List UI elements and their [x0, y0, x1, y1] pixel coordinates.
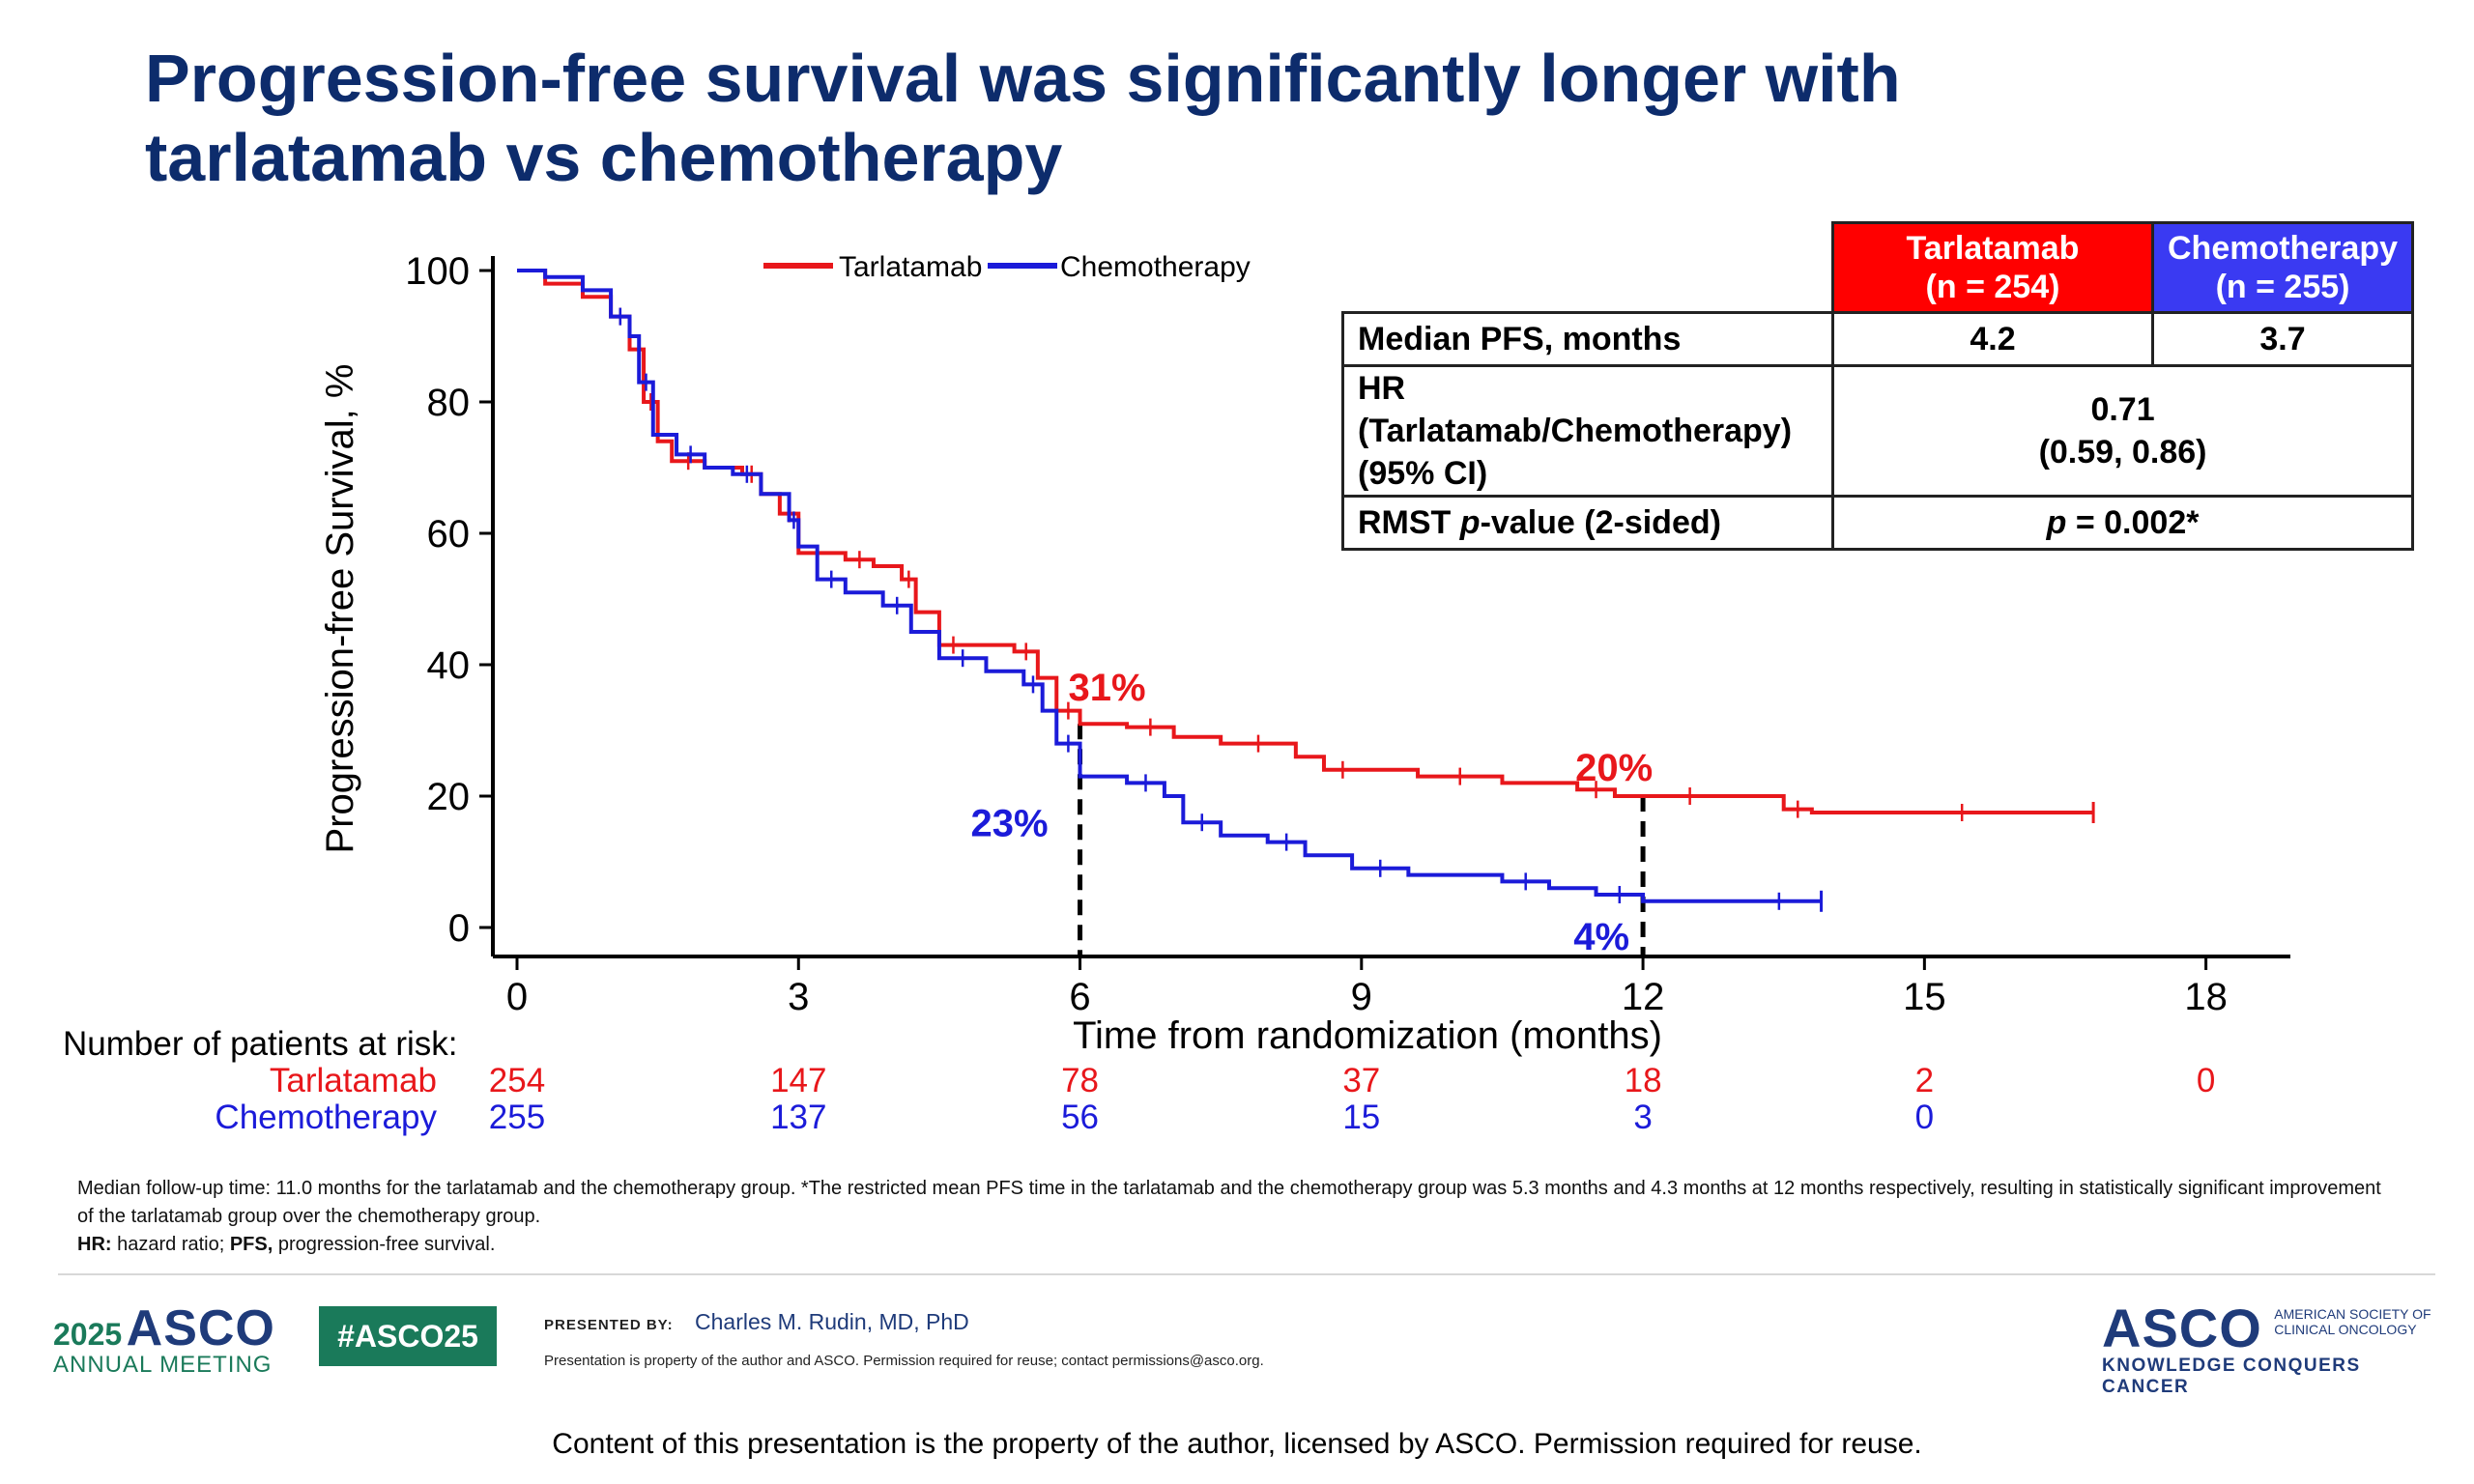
society-name: AMERICAN SOCIETY OF CLINICAL ONCOLOGY [2274, 1306, 2431, 1337]
risk-row-label: Chemotherapy [215, 1099, 437, 1136]
meeting-year: 2025 [53, 1317, 123, 1352]
slide-title-line2: tarlatamab vs chemotherapy [145, 120, 1063, 195]
presented-by-label: PRESENTED BY: [544, 1317, 674, 1333]
x-tick-label: 6 [1069, 976, 1090, 1018]
footnote-hr-text: hazard ratio; [111, 1234, 230, 1255]
risk-count: 254 [489, 1062, 545, 1099]
risk-count: 18 [1625, 1062, 1662, 1099]
rmst-value: = 0.002* [2066, 503, 2200, 541]
hr-label-line1: HR (Tarlatamab/Chemotherapy) [1358, 370, 1793, 449]
stats-header-tarlatamab: Tarlatamab (n = 254) [1831, 221, 2154, 314]
presenter-block: PRESENTED BY: Charles M. Rudin, MD, PhD … [544, 1309, 1264, 1369]
stats-table: Tarlatamab (n = 254) Chemotherapy (n = 2… [1341, 221, 2415, 551]
hr-ci: (0.59, 0.86) [2038, 434, 2207, 471]
footnote-hr-abbr: HR: [77, 1234, 112, 1255]
series-line-tarlatamab [517, 269, 2094, 814]
risk-count: 3 [1633, 1099, 1652, 1136]
footnotes: Median follow-up time: 11.0 months for t… [77, 1175, 2397, 1259]
property-note: Presentation is property of the author a… [544, 1353, 1264, 1369]
footnote-abbreviations: HR: hazard ratio; PFS, progression-free … [77, 1231, 2397, 1259]
x-tick-label: 18 [2184, 976, 2228, 1018]
risk-count: 255 [489, 1099, 545, 1136]
x-axis-label: Time from randomization (months) [1073, 1014, 1662, 1057]
stats-row-hr: HR (Tarlatamab/Chemotherapy) (95% CI) 0.… [1341, 364, 2415, 498]
hr-label: HR (Tarlatamab/Chemotherapy) (95% CI) [1341, 364, 1834, 498]
asco-society-logo: ASCO AMERICAN SOCIETY OF CLINICAL ONCOLO… [2102, 1297, 2435, 1398]
median-pfs-chemotherapy: 3.7 [2150, 311, 2415, 367]
society-line2: CLINICAL ONCOLOGY [2274, 1322, 2417, 1337]
legend-label-tarlatamab: Tarlatamab [839, 251, 982, 283]
y-tick-label: 20 [427, 776, 471, 818]
risk-count: 37 [1342, 1062, 1380, 1099]
slide-title-line1: Progression-free survival was significan… [145, 41, 1901, 116]
landmark-label-tarlatamab-6m: 31% [1069, 667, 1146, 709]
hr-label-line2: (95% CI) [1358, 455, 1488, 492]
x-tick-label: 9 [1351, 976, 1372, 1018]
stats-header-tarlatamab-name: Tarlatamab [1906, 230, 2080, 267]
footnote-pfs-abbr: PFS, [229, 1234, 273, 1255]
content-note: Content of this presentation is the prop… [552, 1428, 1922, 1460]
stats-header-chemotherapy: Chemotherapy (n = 255) [2150, 221, 2415, 314]
risk-count: 0 [1915, 1099, 1934, 1136]
presenter-name: Charles M. Rudin, MD, PhD [695, 1309, 969, 1334]
median-pfs-label: Median PFS, months [1341, 311, 1834, 367]
y-tick-label: 40 [427, 644, 471, 687]
risk-count: 15 [1342, 1099, 1380, 1136]
x-tick-label: 12 [1622, 976, 1665, 1018]
hashtag-badge: #ASCO25 [319, 1306, 497, 1366]
x-tick-label: 3 [788, 976, 809, 1018]
y-tick-label: 0 [448, 907, 470, 950]
rmst-value-cell: p = 0.002* [1830, 495, 2415, 551]
legend-label-chemotherapy: Chemotherapy [1060, 251, 1251, 283]
society-line1: AMERICAN SOCIETY OF [2274, 1306, 2431, 1322]
annual-meeting-logo: 2025 ASCO ANNUAL MEETING [53, 1299, 275, 1379]
slide-title: Progression-free survival was significan… [145, 39, 1981, 197]
y-axis-label: Progression-free Survival, % [319, 364, 361, 854]
risk-row-label: Tarlatamab [270, 1062, 437, 1099]
rmst-label-p: p [1459, 503, 1481, 541]
risk-count: 2 [1915, 1062, 1934, 1099]
rmst-label: RMST p-value (2-sided) [1341, 495, 1834, 551]
footnote-followup: Median follow-up time: 11.0 months for t… [77, 1178, 2381, 1227]
meeting-asco: ASCO [126, 1300, 275, 1356]
risk-count: 0 [2197, 1062, 2215, 1099]
risk-count: 56 [1061, 1099, 1099, 1136]
risk-table-heading: Number of patients at risk: [63, 1025, 458, 1063]
footer-divider [58, 1273, 2435, 1275]
asco-tagline: KNOWLEDGE CONQUERS CANCER [2102, 1356, 2361, 1397]
y-tick-label: 100 [405, 250, 470, 293]
hr-value: 0.71 [2090, 391, 2155, 428]
x-tick-label: 15 [1903, 976, 1946, 1018]
series-line-chemotherapy [517, 269, 1822, 903]
risk-count: 147 [770, 1062, 826, 1099]
stats-header-tarlatamab-n: (n = 254) [1925, 269, 2060, 305]
x-tick-label: 0 [506, 976, 528, 1018]
median-pfs-tarlatamab: 4.2 [1831, 311, 2154, 367]
landmark-label-chemotherapy-6m: 23% [970, 803, 1048, 845]
hr-value-cell: 0.71 (0.59, 0.86) [1830, 364, 2415, 498]
rmst-label-post: -value (2-sided) [1480, 503, 1721, 541]
asco-wordmark: ASCO [2102, 1298, 2262, 1358]
meeting-subtitle: ANNUAL MEETING [53, 1352, 273, 1378]
landmark-label-chemotherapy-12m: 4% [1573, 916, 1629, 958]
y-tick-label: 60 [427, 513, 471, 556]
landmark-label-tarlatamab-12m: 20% [1575, 747, 1653, 789]
risk-count: 78 [1061, 1062, 1099, 1099]
stats-header-chemotherapy-n: (n = 255) [2215, 269, 2350, 305]
y-tick-label: 80 [427, 382, 471, 424]
stats-header-chemotherapy-name: Chemotherapy [2168, 230, 2399, 267]
rmst-label-pre: RMST [1358, 503, 1460, 541]
stats-row-rmst: RMST p-value (2-sided) p = 0.002* [1341, 495, 2415, 551]
risk-count: 137 [770, 1099, 826, 1136]
stats-row-median: Median PFS, months 4.2 3.7 [1341, 311, 2415, 367]
footnote-pfs-text: progression-free survival. [273, 1234, 496, 1255]
rmst-value-p: p [2046, 503, 2067, 541]
